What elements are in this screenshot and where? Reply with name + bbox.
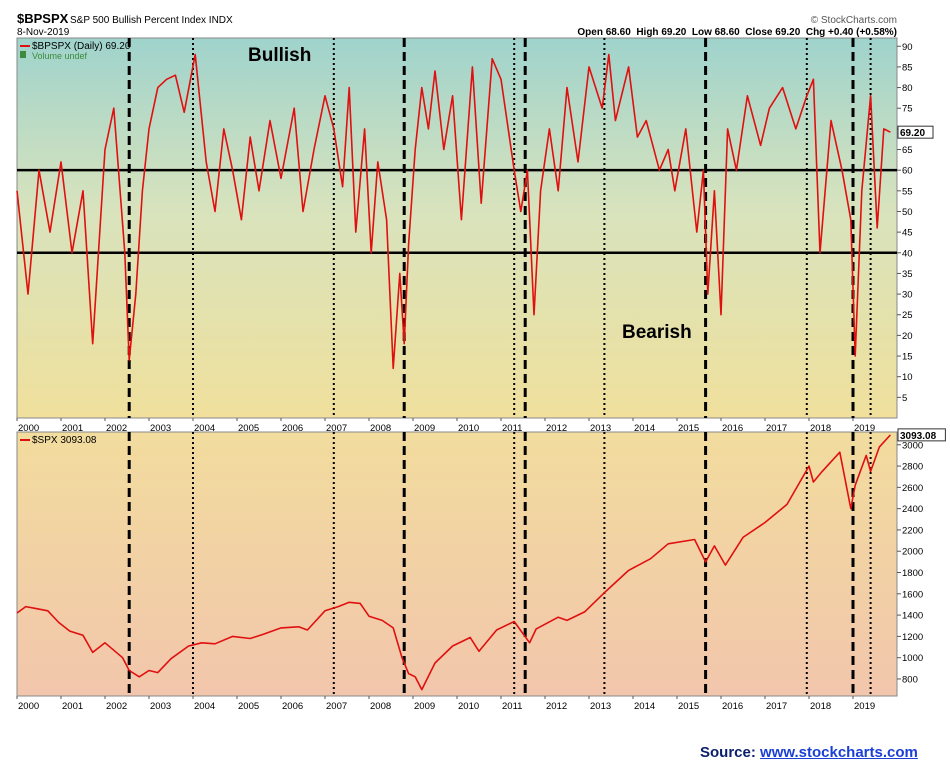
source-credit: Source: www.stockcharts.com [700, 744, 918, 761]
spx-xtick-label: 2010 [458, 701, 479, 712]
spx-ytick-label: 1400 [902, 611, 923, 622]
bpspx-xtick-label: 2005 [238, 423, 259, 434]
chart-date: 8-Nov-2019 [17, 27, 70, 38]
bpspx-ytick-label: 10 [902, 372, 913, 383]
bpspx-ytick-label: 20 [902, 331, 913, 342]
chart-name: S&P 500 Bullish Percent Index INDX [70, 15, 233, 26]
bpspx-xtick-label: 2016 [722, 423, 743, 434]
bpspx-ytick-label: 65 [902, 145, 913, 156]
bpspx-xtick-label: 2009 [414, 423, 435, 434]
spx-xtick-label: 2019 [854, 701, 875, 712]
quote-line: Open 68.60 High 69.20 Low 68.60 Close 69… [577, 27, 897, 38]
bpspx-xtick-label: 2003 [150, 423, 171, 434]
spx-panel: 800 1000 1200 1400 1600 1800 2000 2200 2400 2600 2… [16, 428, 946, 712]
bpspx-xtick-label: 2001 [62, 423, 83, 434]
spx-legend-label: $SPX 3093.08 [32, 435, 97, 446]
bpspx-xtick-label: 2007 [326, 423, 347, 434]
spx-xtick-label: 2006 [282, 701, 303, 712]
spx-xtick-label: 2009 [414, 701, 435, 712]
bpspx-last-value-box [897, 125, 934, 139]
bpspx-xtick-label: 2002 [106, 423, 127, 434]
spx-xtick-label: 2015 [678, 701, 699, 712]
spx-ytick-label: 1200 [902, 632, 923, 643]
bpspx-panel: 5101520253035404550556065707580859020002… [16, 37, 934, 434]
bpspx-legend-label: $BPSPX (Daily) 69.20 [32, 41, 131, 52]
bpspx-xtick-label: 2000 [18, 423, 39, 434]
bpspx-xtick-label: 2013 [590, 423, 611, 434]
spx-xtick-label: 2003 [150, 701, 171, 712]
bpspx-series-line [16, 53, 891, 370]
bpspx-last-value-label: 69.20 [900, 128, 925, 139]
spx-ytick-label: 800 [902, 674, 918, 685]
bpspx-ytick-label: 15 [902, 352, 913, 363]
bpspx-ytick-label: 90 [902, 42, 913, 53]
bpspx-ytick-label: 30 [902, 290, 913, 301]
spx-ytick-label: 2600 [902, 483, 923, 494]
source-label: Source: [700, 744, 756, 761]
bpspx-xtick-label: 2012 [546, 423, 567, 434]
bpspx-legend-label: Volume undef [32, 51, 88, 61]
bpspx-ytick-label: 40 [902, 248, 913, 259]
spx-ytick-label: 3000 [902, 440, 923, 451]
bpspx-xtick-label: 2014 [634, 423, 655, 434]
spx-ytick-label: 2400 [902, 504, 923, 515]
bpspx-xtick-label: 2004 [194, 423, 215, 434]
annotation-bullish: Bullish [248, 45, 311, 66]
spx-last-value-label: 3093.08 [900, 431, 937, 442]
bpspx-xtick-label: 2018 [810, 423, 831, 434]
spx-xtick-label: 2002 [106, 701, 127, 712]
bpspx-xtick-label: 2008 [370, 423, 391, 434]
spx-series-line [16, 434, 891, 691]
spx-xtick-label: 2011 [502, 701, 522, 712]
bpspx-ytick-label: 80 [902, 83, 913, 94]
source-link[interactable]: www.stockcharts.com [760, 744, 918, 761]
bpspx-xtick-label: 2010 [458, 423, 479, 434]
bpspx-ytick-label: 75 [902, 104, 913, 115]
brand-label: © StockCharts.com [811, 15, 897, 26]
spx-xtick-label: 2000 [18, 701, 39, 712]
spx-xtick-label: 2008 [370, 701, 391, 712]
spx-xtick-label: 2001 [62, 701, 83, 712]
bpspx-xtick-label: 2011 [502, 423, 522, 434]
bpspx-ytick-label: 25 [902, 310, 913, 321]
bpspx-xtick-label: 2006 [282, 423, 303, 434]
bpspx-ytick-label: 45 [902, 228, 913, 239]
bpspx-plot-area [16, 37, 898, 419]
spx-plot-area [16, 431, 898, 697]
bpspx-ytick-label: 85 [902, 62, 913, 73]
spx-xtick-label: 2007 [326, 701, 347, 712]
bpspx-ytick-label: 60 [902, 166, 913, 177]
spx-ytick-label: 2200 [902, 525, 923, 536]
spx-ytick-label: 2000 [902, 547, 923, 558]
bpspx-legend-swatch [20, 51, 26, 58]
bpspx-ytick-label: 5 [902, 393, 907, 404]
spx-xtick-label: 2017 [766, 701, 787, 712]
spx-ytick-label: 2800 [902, 462, 923, 473]
spx-xtick-label: 2018 [810, 701, 831, 712]
chart-symbol: $BPSPX [17, 11, 69, 26]
bpspx-xtick-label: 2019 [854, 423, 875, 434]
spx-last-value-box [897, 428, 946, 442]
bpspx-ytick-label: 55 [902, 186, 913, 197]
bpspx-ytick-label: 50 [902, 207, 913, 218]
spx-xtick-label: 2013 [590, 701, 611, 712]
annotation-bearish: Bearish [622, 322, 692, 343]
spx-xtick-label: 2012 [546, 701, 567, 712]
bpspx-ytick-label: 35 [902, 269, 913, 280]
spx-xtick-label: 2016 [722, 701, 743, 712]
spx-xtick-label: 2014 [634, 701, 655, 712]
spx-xtick-label: 2004 [194, 701, 215, 712]
spx-xtick-label: 2005 [238, 701, 259, 712]
bpspx-xtick-label: 2017 [766, 423, 787, 434]
spx-ytick-label: 1800 [902, 568, 923, 579]
spx-ytick-label: 1000 [902, 653, 923, 664]
spx-ytick-label: 1600 [902, 589, 923, 600]
bpspx-xtick-label: 2015 [678, 423, 699, 434]
